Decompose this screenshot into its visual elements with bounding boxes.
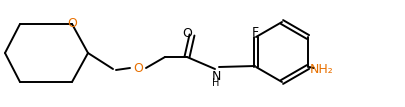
Text: NH₂: NH₂ [309,62,333,76]
Text: F: F [251,25,258,39]
Text: N: N [211,70,220,82]
Text: H: H [212,78,219,88]
Text: O: O [181,27,192,39]
Text: O: O [133,62,143,76]
Text: O: O [67,16,77,30]
